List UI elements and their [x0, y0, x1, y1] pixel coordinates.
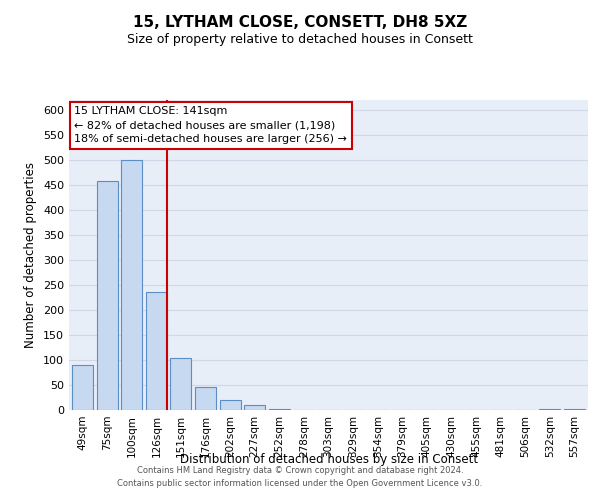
Bar	[539, 409, 560, 410]
Text: 15 LYTHAM CLOSE: 141sqm
← 82% of detached houses are smaller (1,198)
18% of semi: 15 LYTHAM CLOSE: 141sqm ← 82% of detache…	[74, 106, 347, 144]
Bar	[72, 365, 93, 410]
Text: 15, LYTHAM CLOSE, CONSETT, DH8 5XZ: 15, LYTHAM CLOSE, CONSETT, DH8 5XZ	[133, 15, 467, 30]
Bar	[195, 387, 216, 410]
Bar	[564, 409, 585, 410]
Bar	[220, 400, 241, 410]
Text: Contains HM Land Registry data © Crown copyright and database right 2024.
Contai: Contains HM Land Registry data © Crown c…	[118, 466, 482, 487]
Text: Distribution of detached houses by size in Consett: Distribution of detached houses by size …	[180, 452, 478, 466]
Bar	[121, 160, 142, 410]
Y-axis label: Number of detached properties: Number of detached properties	[25, 162, 37, 348]
Text: Size of property relative to detached houses in Consett: Size of property relative to detached ho…	[127, 32, 473, 46]
Bar	[269, 409, 290, 410]
Bar	[97, 181, 118, 410]
Bar	[170, 358, 191, 410]
Bar	[146, 292, 167, 410]
Bar	[244, 404, 265, 410]
